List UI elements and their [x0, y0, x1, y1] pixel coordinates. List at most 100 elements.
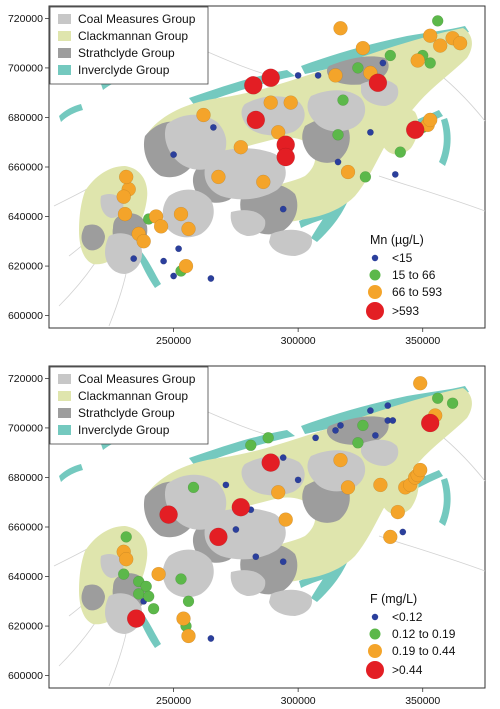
legend-label-strath: Strathclyde Group — [78, 406, 175, 420]
sample-point — [420, 413, 440, 433]
legend-class-3: >0.44 — [392, 663, 423, 677]
sample-point — [279, 558, 287, 566]
sample-point — [178, 258, 194, 274]
sample-point — [181, 221, 196, 237]
sample-point — [233, 139, 249, 155]
sample-point — [412, 462, 428, 478]
x-tick-label: 300000 — [281, 335, 316, 347]
sample-point — [175, 573, 187, 585]
sample-point — [207, 275, 215, 282]
sample-point — [390, 504, 406, 520]
legend-dot-class1 — [369, 628, 381, 640]
sample-point — [209, 527, 228, 547]
sample-point — [366, 407, 374, 415]
sample-point — [159, 505, 178, 524]
sample-point — [116, 189, 131, 204]
x-tick-label: 300000 — [281, 695, 316, 707]
legend-dot-class3 — [366, 661, 384, 679]
sample-point — [383, 529, 398, 545]
sample-point — [211, 169, 226, 185]
sample-point — [175, 245, 183, 253]
sample-point — [337, 94, 349, 106]
sample-point — [366, 128, 374, 136]
sample-point — [132, 588, 145, 600]
sample-point — [279, 454, 287, 462]
geology-legend: Coal Measures Group Clackmannan Group St… — [49, 366, 209, 445]
y-tick-label: 640000 — [8, 571, 43, 583]
sample-point — [352, 62, 364, 74]
legend-class-1: 15 to 66 — [392, 268, 436, 282]
legend-swatch-clack — [58, 391, 71, 401]
sample-point — [431, 392, 444, 404]
sample-point — [261, 453, 280, 472]
y-tick-label: 620000 — [8, 261, 43, 273]
sample-point — [252, 553, 260, 561]
sample-point — [209, 123, 217, 131]
sample-point — [278, 512, 293, 527]
sample-point — [147, 602, 160, 615]
sample-point — [431, 15, 444, 27]
sample-point — [151, 566, 166, 582]
legend-label-clack: Clackmannan Group — [78, 29, 188, 43]
legend-swatch-clack — [58, 31, 71, 41]
sample-point — [337, 421, 344, 429]
sample-point — [312, 434, 320, 442]
y-tick-label: 660000 — [8, 162, 43, 174]
sample-point — [276, 147, 295, 167]
x-tick-label: 250000 — [156, 335, 191, 347]
sample-point — [412, 376, 428, 391]
legend-dot-class0 — [371, 254, 379, 262]
sample-point — [340, 480, 356, 495]
map-panel-mn: 720000 700000 680000 660000 640000 620000 6000… — [8, 5, 486, 347]
legend-class-3: >593 — [392, 304, 419, 318]
sample-point — [181, 628, 196, 644]
sample-point — [422, 112, 438, 128]
sample-point — [270, 125, 286, 140]
sample-point — [379, 59, 387, 67]
sample-point — [334, 158, 342, 166]
legend-swatch-coal — [58, 374, 71, 384]
sample-points — [116, 376, 459, 644]
concentration-legend: Mn (µg/L) <15 15 to 66 66 to 593 >593 — [366, 233, 442, 320]
legend-class-1: 0.12 to 0.19 — [392, 627, 456, 641]
legend-swatch-strath — [58, 48, 71, 58]
sample-point — [160, 257, 168, 265]
sample-point — [263, 95, 278, 110]
legend-dot-class3 — [366, 302, 384, 320]
sample-point — [222, 481, 230, 489]
legend-title-f: F (mg/L) — [370, 592, 417, 606]
sample-point — [256, 174, 271, 190]
sample-point — [394, 146, 407, 158]
sample-point — [294, 71, 302, 79]
sample-points — [116, 15, 468, 282]
sample-point — [279, 205, 287, 213]
sample-point — [283, 95, 298, 110]
sample-point — [340, 164, 356, 180]
y-tick-label: 720000 — [8, 373, 43, 385]
legend-label-strath: Strathclyde Group — [78, 46, 175, 60]
sample-point — [136, 234, 151, 249]
legend-label-coal: Coal Measures Group — [78, 12, 196, 26]
axis-ticks: 720000 700000 680000 660000 640000 620000 6000… — [8, 373, 440, 707]
sample-point — [332, 426, 339, 434]
sample-point — [244, 76, 263, 95]
sample-point — [245, 439, 257, 452]
x-tick-label: 250000 — [156, 695, 191, 707]
sample-point — [391, 170, 399, 178]
sample-point — [261, 68, 280, 88]
y-tick-label: 680000 — [8, 472, 43, 484]
sample-point — [446, 397, 459, 409]
sample-point — [355, 40, 371, 56]
legend-label-coal: Coal Measures Group — [78, 372, 196, 386]
legend-swatch-coal — [58, 14, 71, 24]
map-panel-f: 720000 700000 680000 660000 640000 620000 6000… — [8, 365, 486, 707]
sample-point — [432, 38, 448, 53]
sample-point — [173, 206, 189, 222]
sample-point — [130, 255, 138, 263]
sample-point — [424, 57, 436, 69]
y-tick-label: 680000 — [8, 112, 43, 124]
sample-point — [359, 171, 372, 183]
sample-point — [187, 481, 200, 494]
legend-class-0: <0.12 — [392, 610, 423, 624]
sample-point — [126, 609, 146, 628]
